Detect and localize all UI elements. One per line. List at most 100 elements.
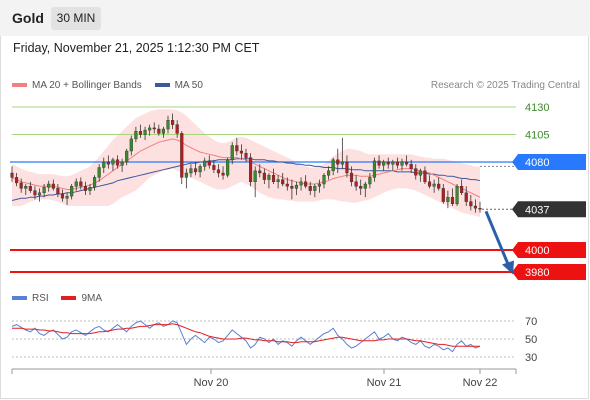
candle-body xyxy=(267,174,271,180)
candle xyxy=(363,181,367,198)
candle-body xyxy=(249,157,253,183)
candle-body xyxy=(478,207,482,210)
candle-body xyxy=(262,172,266,180)
candle xyxy=(418,168,422,182)
candle-body xyxy=(212,165,216,170)
candle-body xyxy=(446,196,450,202)
candle xyxy=(377,155,381,169)
candle-body xyxy=(97,167,101,178)
candle-body xyxy=(327,170,331,176)
candle xyxy=(267,173,271,189)
level-value: 4105 xyxy=(525,130,549,142)
candle-body xyxy=(395,161,399,166)
candle-body xyxy=(336,159,340,165)
candle xyxy=(473,199,477,213)
candle xyxy=(372,157,377,182)
candle-body xyxy=(79,181,83,187)
candle xyxy=(469,195,473,211)
candle-body xyxy=(74,181,78,187)
candle xyxy=(391,159,395,171)
rsi-line xyxy=(11,320,481,353)
x-tick-label: Nov 21 xyxy=(367,377,402,389)
candle xyxy=(51,179,55,191)
candle-body xyxy=(51,183,55,189)
legend-item-ma20: MA 20 + Bollinger Bands xyxy=(12,80,142,91)
ma20-swatch xyxy=(12,83,27,88)
candle xyxy=(368,173,372,189)
level-value: 4130 xyxy=(525,102,549,114)
candle xyxy=(93,175,97,191)
candle-body xyxy=(33,190,37,196)
candle xyxy=(161,126,165,138)
candle-body xyxy=(198,166,202,173)
candle-body xyxy=(271,174,276,182)
candle-body xyxy=(10,172,14,178)
candle xyxy=(414,164,418,180)
ma50-swatch xyxy=(154,83,170,88)
candle xyxy=(331,157,335,176)
candle-body xyxy=(281,179,285,185)
candle-body xyxy=(317,183,321,187)
candle-body xyxy=(455,185,459,204)
candle xyxy=(157,124,161,136)
candle xyxy=(455,184,459,206)
candle-body xyxy=(460,185,464,193)
candle-body xyxy=(42,187,46,194)
candle xyxy=(198,164,202,178)
candle-body xyxy=(427,181,432,187)
candle-body xyxy=(304,181,308,187)
candle xyxy=(235,137,239,156)
candle xyxy=(42,184,46,198)
candle xyxy=(74,178,78,191)
candle xyxy=(180,131,184,184)
candle xyxy=(65,192,69,205)
candle xyxy=(97,164,101,182)
candle xyxy=(221,166,225,180)
chart-timestamp: Friday, November 21, 2025 1:12:30 PM CET xyxy=(13,41,260,55)
level-label-support: 3980 xyxy=(512,264,586,280)
legend-ma20-label: MA 20 + Bollinger Bands xyxy=(32,80,142,91)
legend-item-9ma: 9MA xyxy=(61,293,102,304)
legend-9ma-label: 9MA xyxy=(81,293,103,304)
candle xyxy=(226,157,230,178)
candle-body xyxy=(391,161,395,165)
candle xyxy=(400,158,404,171)
top-bar: Gold 30 MIN xyxy=(0,0,590,36)
candle-body xyxy=(166,119,170,130)
candle xyxy=(56,184,60,198)
candle xyxy=(244,148,248,162)
candle xyxy=(478,201,482,213)
candle xyxy=(28,181,32,193)
forecast-arrow-head xyxy=(502,260,514,275)
candle xyxy=(184,168,188,189)
candle-body xyxy=(125,150,129,163)
candle-body xyxy=(464,192,468,202)
level-tag xyxy=(512,201,586,218)
candle-body xyxy=(129,138,133,152)
candle xyxy=(212,159,216,173)
candle-body xyxy=(450,196,455,204)
candle-body xyxy=(313,185,317,191)
candle-body xyxy=(285,183,289,187)
x-tick-label: Nov 20 xyxy=(194,377,229,389)
candle xyxy=(143,126,147,140)
candle xyxy=(336,148,340,173)
level-tag xyxy=(512,242,586,258)
candle-body xyxy=(102,161,106,168)
research-credit: Research © 2025 Trading Central xyxy=(430,80,580,91)
candle-body xyxy=(138,130,143,135)
candle-body xyxy=(83,185,87,191)
candle xyxy=(299,177,303,191)
candle xyxy=(450,188,455,206)
candle-body xyxy=(193,168,198,173)
candle xyxy=(423,166,427,184)
candle-body xyxy=(134,130,138,140)
candle-body xyxy=(441,188,445,202)
rsi-9ma-line xyxy=(12,323,480,347)
candle-body xyxy=(308,185,312,191)
candle-body xyxy=(239,150,243,154)
candle-body xyxy=(88,187,92,191)
candle-body xyxy=(244,152,248,158)
candle-body xyxy=(148,127,152,131)
timeframe-tab[interactable]: 30 MIN xyxy=(51,7,101,30)
